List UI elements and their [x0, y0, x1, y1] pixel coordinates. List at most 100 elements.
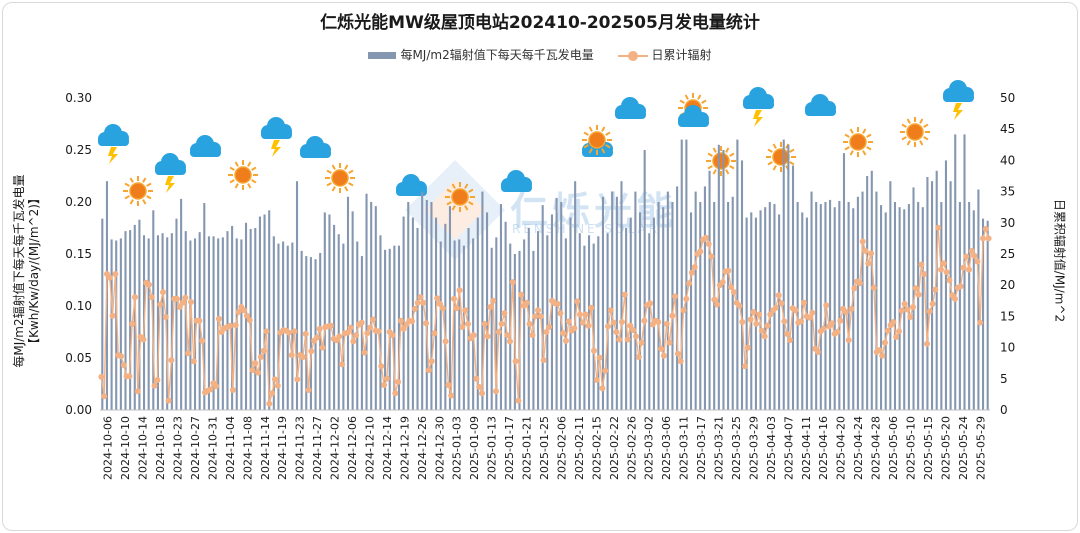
right-tick-label: 45 — [1000, 122, 1015, 136]
radiation-point — [271, 376, 278, 383]
bar — [295, 181, 299, 410]
cloud-base — [98, 137, 129, 146]
radiation-point — [918, 261, 925, 268]
radiation-point — [411, 305, 418, 312]
sun-ray — [229, 179, 235, 184]
radiation-point — [132, 294, 138, 301]
lightning-bolt — [953, 103, 963, 120]
radiation-point — [669, 312, 676, 319]
bar — [221, 237, 224, 410]
radiation-point — [269, 390, 276, 397]
bar — [745, 217, 748, 410]
radiation-point — [730, 289, 737, 296]
lightning-bolt — [165, 176, 175, 193]
radiation-point — [761, 333, 768, 340]
radiation-point — [299, 354, 306, 360]
radiation-point — [425, 367, 432, 374]
bar — [694, 191, 697, 410]
sun-ray — [446, 188, 452, 193]
radiation-point — [188, 299, 194, 305]
radiation-point — [814, 349, 821, 355]
radiation-point — [106, 274, 113, 281]
radiation-point — [736, 302, 743, 309]
radiation-point — [674, 350, 681, 357]
sun-ray — [906, 140, 911, 146]
radiation-point — [431, 330, 438, 337]
radiation-point — [635, 354, 642, 360]
bar — [453, 240, 456, 410]
sun-ray — [326, 169, 332, 174]
radiation-point — [714, 301, 721, 308]
radiation-point — [630, 327, 637, 334]
bar — [397, 245, 401, 410]
x-tick-label: 2025-02-11 — [573, 416, 586, 480]
bar — [917, 202, 920, 410]
bar — [931, 181, 934, 410]
radiation-point — [579, 319, 586, 326]
sun-ray — [729, 152, 735, 157]
x-tick-label: 2025-02-15 — [590, 416, 603, 480]
radiation-point — [725, 267, 732, 274]
sun-icon — [900, 117, 930, 147]
bar — [764, 207, 767, 410]
bar — [685, 139, 688, 410]
radiation-point — [249, 367, 256, 374]
bar — [648, 233, 651, 410]
radiation-point — [465, 320, 471, 327]
legend-bar-swatch — [368, 52, 397, 59]
x-tick-label: 2025-04-11 — [800, 416, 813, 480]
sun-icon — [843, 127, 873, 157]
sun-ray — [583, 131, 589, 136]
radiation-point — [160, 289, 166, 296]
radiation-point — [260, 347, 267, 354]
right-tick-label: 20 — [1000, 278, 1015, 292]
radiation-point — [456, 287, 463, 294]
radiation-point — [255, 369, 262, 376]
bar — [258, 216, 261, 410]
x-tick-label: 2024-12-14 — [381, 416, 394, 480]
radiation-point — [697, 248, 704, 255]
sun-ray — [772, 143, 777, 149]
x-tick-label: 2025-03-11 — [678, 416, 691, 480]
bar — [727, 202, 730, 410]
radiation-point — [479, 390, 485, 397]
radiation-point — [588, 304, 595, 311]
radiation-point — [663, 320, 670, 327]
radiation-point — [901, 300, 908, 307]
x-tick-label: 2024-11-14 — [259, 416, 272, 480]
right-tick-label: 50 — [1000, 91, 1015, 105]
radiation-point — [246, 317, 253, 324]
bar — [921, 207, 924, 410]
radiation-point — [336, 333, 343, 340]
x-tick-label: 2025-01-25 — [538, 416, 551, 480]
radiation-point — [859, 238, 866, 245]
sun-ray — [923, 136, 929, 141]
radiation-point — [375, 328, 382, 335]
radiation-point — [828, 320, 835, 327]
sun-ray — [142, 177, 147, 183]
radiation-point — [557, 310, 564, 317]
lightning-bolt — [753, 110, 763, 127]
radiation-point — [837, 317, 844, 324]
radiation-point — [784, 330, 791, 337]
radiation-point — [129, 320, 136, 327]
legend-bar-label: 每MJ/m2辐射值下每天每千瓦发电量 — [400, 48, 594, 62]
sun-icon — [766, 142, 796, 172]
cloud-base — [678, 118, 709, 127]
radiation-point — [753, 320, 760, 327]
radiation-point — [739, 319, 746, 325]
radiation-point — [800, 299, 807, 306]
radiation-point — [621, 291, 628, 298]
sun-ray — [785, 143, 790, 149]
radiation-point — [758, 327, 765, 334]
sun-ray — [862, 128, 867, 134]
sun-ray — [348, 182, 354, 187]
radiation-point — [938, 266, 944, 273]
radiation-point — [683, 295, 690, 302]
radiation-point — [968, 247, 975, 254]
sun-ray — [146, 182, 152, 187]
bar — [175, 218, 178, 410]
radiation-point — [353, 332, 360, 339]
x-tick-label: 2025-04-03 — [765, 416, 778, 480]
radiation-point — [957, 283, 964, 290]
